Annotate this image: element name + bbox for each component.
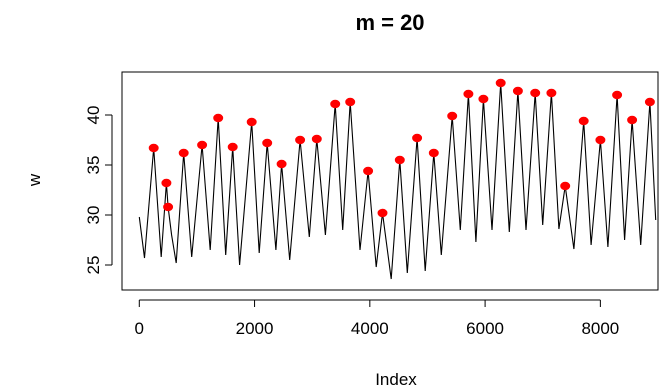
peak-point xyxy=(227,142,238,152)
series-line xyxy=(138,82,657,280)
peak-point xyxy=(428,148,439,158)
x-tick-label: 2000 xyxy=(236,319,274,338)
peak-point xyxy=(447,111,458,121)
y-tick-label: 25 xyxy=(84,256,103,275)
x-axis-label: Index xyxy=(375,370,417,389)
peak-point xyxy=(463,89,474,99)
peak-point xyxy=(627,115,638,125)
peak-point xyxy=(330,99,341,109)
peak-point xyxy=(148,143,159,153)
peak-point xyxy=(512,86,523,96)
y-axis: 25 30 35 40 xyxy=(84,106,113,275)
peak-point xyxy=(546,88,557,98)
peak-points xyxy=(148,78,655,218)
chart-title: m = 20 xyxy=(355,10,424,35)
peak-point xyxy=(578,116,589,126)
x-tick-label: 4000 xyxy=(351,319,389,338)
peak-point xyxy=(213,113,224,123)
y-axis-label: w xyxy=(25,173,44,187)
peak-point xyxy=(262,138,273,148)
peak-point xyxy=(495,78,506,88)
x-tick-label: 8000 xyxy=(581,319,619,338)
peak-point xyxy=(560,181,571,191)
peak-point xyxy=(178,148,189,158)
peak-point xyxy=(276,159,287,169)
y-tick-label: 35 xyxy=(84,156,103,175)
peak-point xyxy=(595,135,606,145)
x-tick-label: 0 xyxy=(135,319,144,338)
x-axis: 0 2000 4000 6000 8000 xyxy=(135,299,619,338)
y-tick-label: 30 xyxy=(84,206,103,225)
y-tick-label: 40 xyxy=(84,106,103,125)
peak-point xyxy=(612,90,623,100)
peak-point xyxy=(163,202,174,212)
peak-point xyxy=(345,97,356,107)
peak-point xyxy=(412,133,423,143)
x-tick-label: 6000 xyxy=(466,319,504,338)
peak-point xyxy=(363,166,374,176)
peak-point xyxy=(246,117,257,127)
peak-point xyxy=(478,94,489,104)
plot-area xyxy=(121,71,659,291)
peak-point xyxy=(161,178,172,188)
peak-point xyxy=(197,140,208,150)
peak-point xyxy=(394,155,405,165)
peak-point xyxy=(377,208,388,218)
peak-point xyxy=(295,135,306,145)
peak-point xyxy=(530,88,541,98)
peak-point xyxy=(311,134,322,144)
peak-point xyxy=(644,97,655,107)
